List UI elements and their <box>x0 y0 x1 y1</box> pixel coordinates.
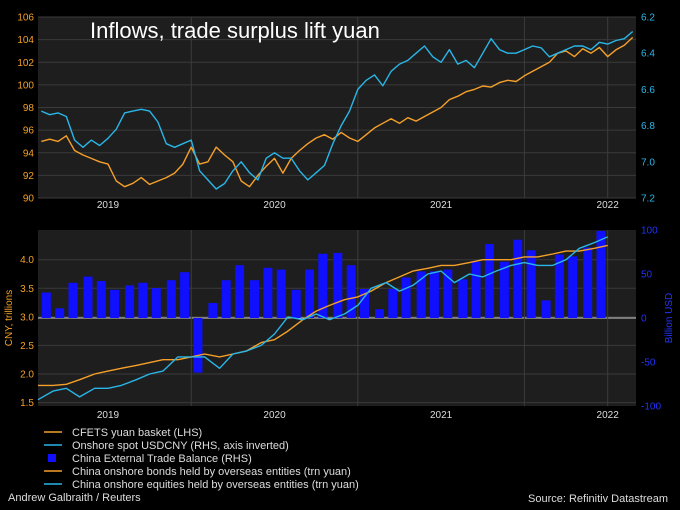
bottom-right-tick-label: 50 <box>641 270 653 281</box>
trade-balance-bar <box>151 288 161 318</box>
legend-entry: China onshore bonds held by overseas ent… <box>72 466 351 478</box>
trade-balance-bar <box>513 239 523 318</box>
legend-entry: China onshore equities held by overseas … <box>72 479 359 491</box>
trade-balance-bar <box>484 244 494 318</box>
bottom-right-tick-label: 0 <box>641 314 647 325</box>
trade-balance-bar <box>276 269 286 318</box>
top-right-tick-label: 6.6 <box>641 85 655 96</box>
top-x-tick-label: 2022 <box>597 200 620 211</box>
trade-balance-bar <box>138 282 148 318</box>
top-left-tick-label: 92 <box>23 171 35 182</box>
top-right-tick-label: 6.2 <box>641 13 655 24</box>
trade-balance-bar <box>568 256 578 318</box>
trade-balance-bar <box>208 303 218 318</box>
trade-balance-bar <box>291 289 301 318</box>
bottom-x-tick-label: 2019 <box>97 410 120 421</box>
equities-held-line <box>37 236 608 401</box>
trade-balance-bar <box>263 267 273 318</box>
trade-balance-bar <box>193 318 203 373</box>
top-left-tick-label: 104 <box>17 35 34 46</box>
bottom-x-tick-label: 2021 <box>430 410 453 421</box>
top-x-tick-label: 2019 <box>97 200 120 211</box>
bonds-held-line <box>38 244 608 387</box>
trade-balance-bar <box>125 285 135 318</box>
trade-balance-bar <box>375 309 384 318</box>
trade-balance-bar <box>401 277 411 318</box>
chart-title: Inflows, trade surplus lift yuan <box>90 18 380 43</box>
trade-balance-bar <box>250 280 259 318</box>
top-left-tick-label: 100 <box>17 80 34 91</box>
trade-balance-bar <box>583 247 593 318</box>
bottom-left-tick-label: 2.0 <box>20 370 34 381</box>
top-x-tick-label: 2020 <box>263 200 286 211</box>
top-x-tick-label: 2021 <box>430 200 453 211</box>
legend-entry: China External Trade Balance (RHS) <box>72 453 252 465</box>
trade-balance-bar <box>541 300 551 318</box>
bottom-left-tick-label: 1.5 <box>20 398 34 409</box>
usdcny-line <box>41 30 634 190</box>
bottom-left-tick-label: 3.5 <box>20 284 34 295</box>
bottom-right-axis-label: Billion USD <box>664 293 675 344</box>
legend-swatch-square <box>48 454 56 462</box>
trade-balance-bar <box>526 250 536 318</box>
bottom-left-tick-label: 4.0 <box>20 255 34 266</box>
top-right-tick-label: 6.8 <box>641 121 655 132</box>
trade-balance-bar <box>68 282 78 318</box>
top-left-tick-label: 102 <box>17 58 34 69</box>
trade-balance-bar <box>416 271 426 318</box>
bottom-right-tick-label: -100 <box>641 402 661 413</box>
bottom-x-tick-label: 2020 <box>263 410 286 421</box>
bottom-right-tick-label: 100 <box>641 226 658 237</box>
trade-balance-bar <box>110 289 120 318</box>
bottom-x-tick-label: 2022 <box>597 410 620 421</box>
trade-balance-bar <box>83 276 93 318</box>
trade-balance-bar <box>499 261 509 318</box>
trade-balance-bar <box>55 308 65 318</box>
bottom-left-axis-label: CNY, trillions <box>4 290 15 347</box>
trade-balance-bar <box>429 271 439 318</box>
trade-balance-bar <box>360 289 369 318</box>
legend-entry: CFETS yuan basket (LHS) <box>72 427 202 439</box>
top-left-tick-label: 106 <box>17 13 34 24</box>
top-left-tick-label: 96 <box>23 126 35 137</box>
trade-balance-bar <box>235 265 245 318</box>
trade-balance-bar <box>471 261 481 318</box>
bottom-left-tick-label: 2.5 <box>20 341 34 352</box>
trade-balance-bar <box>221 280 231 318</box>
legend-entry: Onshore spot USDCNY (RHS, axis inverted) <box>72 440 289 452</box>
credit-left: Andrew Galbraith / Reuters <box>8 492 141 504</box>
top-right-tick-label: 6.4 <box>641 49 655 60</box>
trade-balance-bar <box>388 289 398 318</box>
top-right-tick-label: 7.0 <box>641 157 655 168</box>
trade-balance-bar <box>333 252 343 318</box>
top-left-tick-label: 98 <box>23 103 35 114</box>
trade-balance-bar <box>96 281 106 318</box>
bottom-left-tick-label: 3.0 <box>20 312 34 323</box>
trade-balance-bar <box>180 272 190 318</box>
trade-balance-bar <box>166 280 176 318</box>
top-left-tick-label: 90 <box>23 194 35 205</box>
top-left-tick-label: 94 <box>23 148 35 159</box>
trade-balance-bar <box>305 269 314 318</box>
trade-balance-bar <box>458 279 468 318</box>
top-right-tick-label: 7.2 <box>641 194 655 205</box>
credit-right: Source: Refinitiv Datastream <box>528 493 668 505</box>
trade-balance-bar <box>443 269 453 318</box>
trade-balance-bar <box>318 253 328 318</box>
trade-balance-bar <box>346 265 356 318</box>
trade-balance-bar <box>596 230 606 318</box>
trade-balance-bar <box>41 292 51 318</box>
trade-balance-bar <box>554 254 564 318</box>
bottom-right-tick-label: -50 <box>641 358 656 369</box>
